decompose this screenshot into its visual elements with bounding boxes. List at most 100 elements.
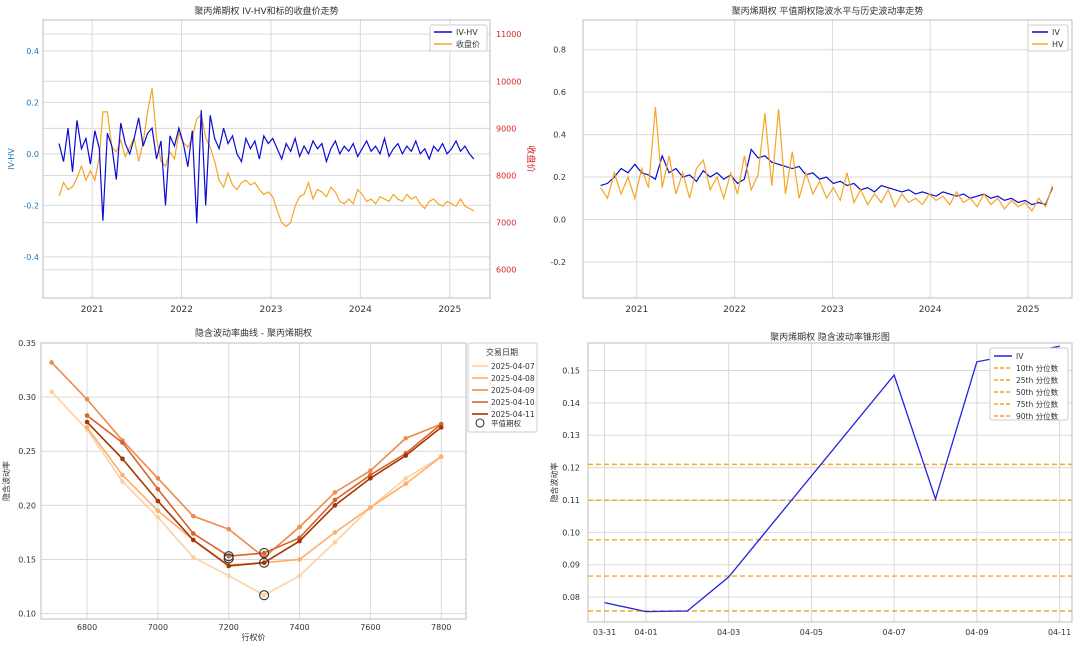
series-point-2025-04-07 <box>297 573 302 579</box>
y-tick-label: 0.6 <box>553 88 566 97</box>
series-point-2025-04-08 <box>120 472 125 478</box>
panel-iv-hv-close: 2021 2022 2023 2024 2025 -0.4 -0.2 0.0 0.2 0.4 600… <box>7 5 537 315</box>
y-tick-label: 0.08 <box>562 593 580 602</box>
plot-frame <box>587 342 1073 623</box>
atm-marker <box>223 553 234 564</box>
series-point-2025-04-07 <box>120 479 125 484</box>
y-tick-label: 0.15 <box>18 555 36 564</box>
x-tick-label: 2025 <box>1017 305 1040 315</box>
legend-label-2025-04-10: 2025-04-10 <box>491 398 535 407</box>
y-tick-label: 0.8 <box>553 46 566 55</box>
chart-title: 隐含波动率曲线 - 聚丙烯期权 <box>195 327 312 339</box>
x-tick-label: 2023 <box>260 305 283 315</box>
x-tick-label: 04-05 <box>800 628 823 637</box>
chart-title: 聚丙烯期权 IV-HV和标的收盘价走势 <box>194 5 338 17</box>
panel-smile: 6800 7000 7200 7400 7600 7800 0.10 0.15 0.20 0.25… <box>1 327 538 642</box>
series-point-2025-04-11 <box>120 456 125 462</box>
x-tick-label: 03-31 <box>593 628 616 637</box>
series-point-2025-04-11 <box>155 498 161 504</box>
atm-marker <box>259 590 270 601</box>
legend-label-atm: 平值期权 <box>491 418 521 428</box>
series-point-2025-04-08 <box>403 481 409 487</box>
series-point-2025-04-11 <box>297 538 302 544</box>
series-point-2025-04-10 <box>120 440 125 445</box>
x-tick-label: 2021 <box>81 305 104 315</box>
x-tick-label: 04-09 <box>965 628 988 637</box>
y-tick-label: 0.10 <box>18 610 36 619</box>
plot-area <box>43 20 490 298</box>
y-tick-label: 0.12 <box>562 464 580 473</box>
series-point-2025-04-09 <box>155 475 161 481</box>
y-tick-label: 0.4 <box>553 131 566 140</box>
y-tick-label: 0.4 <box>26 47 39 56</box>
series-line-hv <box>600 106 1054 213</box>
y-tick-label: 0.0 <box>553 215 566 224</box>
y-axis-label: IV-HV <box>7 148 16 170</box>
series-point-2025-04-08 <box>297 557 302 562</box>
y-tick-label: 0.0 <box>26 150 39 159</box>
series-point-2025-04-10 <box>84 413 90 418</box>
series-point-2025-04-08 <box>155 508 161 514</box>
legend-label-close: 收盘价 <box>456 39 480 49</box>
legend-label: 75th 分位数 <box>1016 399 1059 409</box>
x-tick-label: 2024 <box>919 305 942 315</box>
atm-marker <box>259 557 270 568</box>
y-tick-label: 0.11 <box>562 496 580 505</box>
series-line-iv <box>600 148 1053 206</box>
legend-label: IV <box>1016 352 1024 361</box>
plot-area <box>41 343 466 619</box>
series-point-2025-04-09 <box>84 396 90 402</box>
plot-frame <box>582 19 1073 299</box>
series-point-2025-04-09 <box>403 435 409 441</box>
series-point-2025-04-07 <box>226 573 232 579</box>
y-tick-label: 0.30 <box>18 393 36 402</box>
series-point-2025-04-11 <box>332 503 338 508</box>
y-tick-label: 0.2 <box>26 98 39 107</box>
series-point-2025-04-11 <box>190 537 196 543</box>
series-line-2025-04-09 <box>51 361 442 559</box>
y2-axis-label: 收盘价 <box>525 145 537 172</box>
series-point-2025-04-08 <box>84 425 90 430</box>
y-axis-label: 隐含波动率 <box>1 461 11 501</box>
series-point-2025-04-07 <box>190 555 196 560</box>
series-point-2025-04-09 <box>332 490 338 495</box>
series-line-iv-hv <box>58 110 475 224</box>
y-tick-label: 0.2 <box>553 173 566 182</box>
series-point-2025-04-07 <box>49 389 54 395</box>
y-tick-label: 0.25 <box>18 447 36 456</box>
series-point-2025-04-09 <box>297 524 302 530</box>
series-point-2025-04-09 <box>49 360 54 365</box>
series-point-2025-04-10 <box>226 553 232 559</box>
x-tick-label: 2025 <box>438 305 461 315</box>
chart-title: 聚丙烯期权 平值期权隐波水平与历史波动率走势 <box>732 5 924 17</box>
x-tick-label: 7600 <box>360 623 380 632</box>
legend-label: 10th 分位数 <box>1016 363 1059 373</box>
y-tick-label: 0.35 <box>18 339 36 348</box>
x-tick-label: 2024 <box>349 305 372 315</box>
chart-title: 聚丙烯期权 隐含波动率锥形图 <box>770 331 890 343</box>
legend: IV 10th 分位数 25th 分位数 50th 分位数 75th 分位数 90th 分… <box>989 347 1069 421</box>
x-tick-label: 2021 <box>625 305 648 315</box>
legend-label-2025-04-11: 2025-04-11 <box>491 410 535 419</box>
y-tick-label: -0.2 <box>23 201 39 210</box>
y2-tick-label: 11000 <box>496 30 521 39</box>
series-point-2025-04-09 <box>226 526 232 532</box>
x-tick-label: 2022 <box>723 305 746 315</box>
plot-frame <box>40 342 467 620</box>
series-point-2025-04-10 <box>368 472 373 478</box>
y-tick-label: -0.4 <box>23 253 39 262</box>
x-tick-label: 7000 <box>148 623 168 632</box>
y2-tick-label: 9000 <box>496 124 516 133</box>
series-point-2025-04-11 <box>226 563 232 569</box>
series-point-2025-04-08 <box>438 454 444 459</box>
series-line-close <box>58 88 475 228</box>
panel-iv-hv-levels: 2021 2022 2023 2024 2025 -0.2 0.0 0.2 0.4 0.6 0.8 聚… <box>550 5 1073 315</box>
y2-tick-label: 8000 <box>496 171 516 180</box>
x-tick-label: 04-11 <box>1048 628 1071 637</box>
atm-marker <box>259 547 270 559</box>
legend-swatch-atm <box>475 418 485 428</box>
y-tick-label: 0.14 <box>562 399 580 408</box>
x-tick-label: 7400 <box>289 623 309 632</box>
panel-vol-cone: 03-31 04-01 04-03 04-05 04-07 04-09 04-11 0.08 0… <box>549 331 1073 637</box>
